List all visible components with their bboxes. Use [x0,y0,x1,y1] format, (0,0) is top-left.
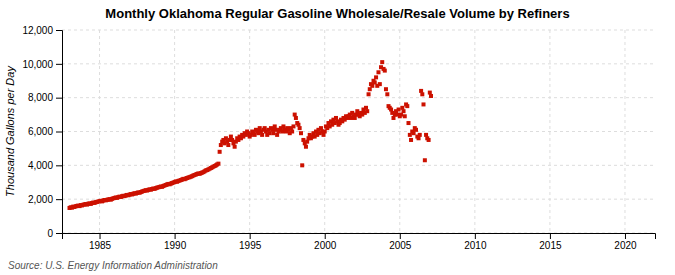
point [218,150,222,154]
tick-mark [250,233,251,239]
points [68,60,434,210]
point [403,114,407,118]
tick: 0 [47,228,62,239]
tick-mark [475,233,476,239]
grid-line [62,63,655,64]
grid-line [62,199,655,200]
tick-mark [56,165,62,166]
point [427,138,431,142]
tick-label: 4,000 [28,160,53,171]
tick: 2005 [389,233,412,251]
tick-label: 1985 [89,240,112,251]
point [414,128,418,132]
chart: 1985 1990 1995 2000 2005 2010 2015 2020 0 2,000 4,… [0,0,675,275]
tick-label: 2010 [464,240,487,251]
axis-line [63,234,656,240]
point [423,158,427,162]
tick-label: 2000 [314,240,337,251]
tick-label: 2020 [614,240,637,251]
grid-line [62,97,655,98]
tick: 12,000 [22,25,62,36]
axis-line [56,31,63,234]
grid-line [62,30,655,31]
tick-label: 2015 [539,240,562,251]
point [233,145,237,149]
point [226,143,230,147]
tick-label: 10,000 [22,59,53,70]
tick: 2020 [614,233,637,251]
tick-label: 0 [47,228,53,239]
point [402,109,406,113]
tick: 8,000 [28,92,62,103]
tick: 4,000 [28,160,62,171]
tick: 1985 [89,233,112,251]
tick: 10,000 [22,59,62,70]
point [409,138,413,142]
point [216,162,220,166]
tick-mark [56,132,62,133]
grid-line [474,30,475,233]
grid-line [624,30,625,233]
tick-label: 1990 [164,240,187,251]
x-axis: 1985 1990 1995 2000 2005 2010 2015 2020 [63,233,656,251]
point [422,102,426,106]
grid-line [62,131,655,132]
tick-mark [56,98,62,99]
point [291,124,295,128]
point [429,94,433,98]
tick-label: 2,000 [28,194,53,205]
point [304,145,308,149]
y-axis: 0 2,000 4,000 6,000 8,000 10,000 12,000 [22,25,62,239]
grid-line [174,30,175,233]
tick-label: 8,000 [28,92,53,103]
tick-mark [550,233,551,239]
point [376,70,380,74]
annotation: Source: U.S. Energy Information Administ… [8,260,218,271]
point [290,130,294,134]
point [405,104,409,108]
tick-mark [325,233,326,239]
tick-mark [400,233,401,239]
grid-line [62,165,655,166]
point [299,131,303,135]
point [420,92,424,96]
point [367,92,371,96]
tick-label: 12,000 [22,25,53,36]
point [406,121,410,125]
tick: 2015 [539,233,562,251]
point [260,133,264,137]
tick-label: 2005 [389,240,412,251]
point [383,69,387,73]
point [294,116,298,120]
tick-mark [56,199,62,200]
title: Monthly Oklahoma Regular Gasoline Wholes… [105,6,569,21]
point [374,75,378,79]
point [300,163,304,167]
tick: 6,000 [28,126,62,137]
tick-mark [175,233,176,239]
tick-mark [56,233,62,234]
point [298,126,302,130]
tick-mark [100,233,101,239]
point [384,87,388,91]
point [380,60,384,64]
tick: 2010 [464,233,487,251]
tick: 2,000 [28,194,62,205]
tick: 2000 [314,233,337,251]
tick: 1995 [239,233,262,251]
point [378,82,382,86]
tick-label: 6,000 [28,126,53,137]
grid [62,30,655,233]
plot: 1985 1990 1995 2000 2005 2010 2015 2020 0 2,000 4,… [22,25,655,251]
point [418,133,422,137]
tick-mark [625,233,626,239]
tick-mark [56,64,62,65]
tick-label: 1995 [239,240,262,251]
point [385,92,389,96]
y-axis-title: Thousand Gallons per Day [4,65,16,197]
tick-mark [56,30,62,31]
tick: 1990 [164,233,187,251]
point [397,108,401,112]
point [365,109,369,113]
